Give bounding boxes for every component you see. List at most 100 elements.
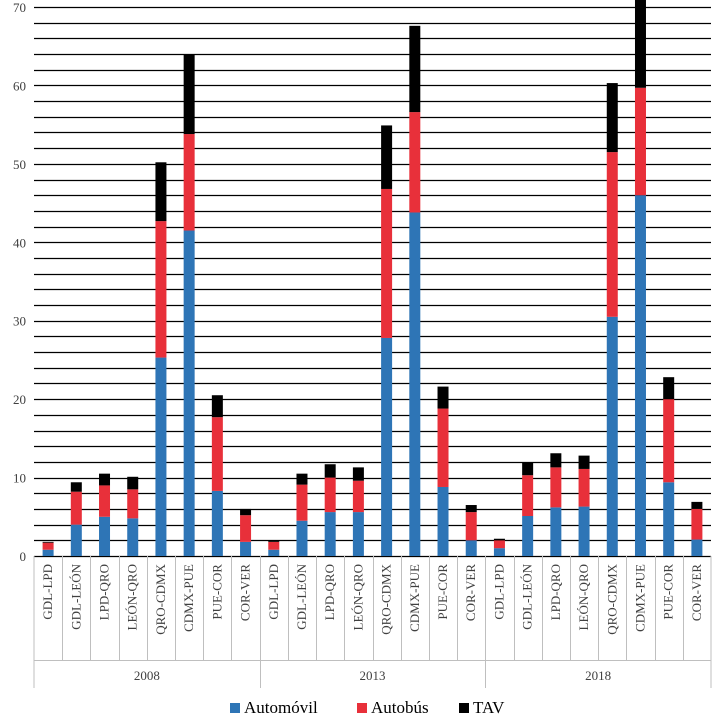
bar-segment-tav — [127, 476, 139, 490]
bar-segment-tav — [296, 473, 308, 485]
x-category-label: PUE-COR — [661, 564, 676, 620]
x-category-label: LEÓN-QRO — [576, 564, 591, 630]
bar-segment-tav — [240, 508, 252, 516]
bar-segment-tav — [352, 467, 364, 481]
bar-segment-tav — [437, 386, 449, 409]
x-group-label: 2008 — [134, 668, 160, 683]
bar-segment-automóvil — [240, 541, 252, 556]
bar-segment-autobús — [522, 475, 534, 517]
bar-segment-autobús — [381, 188, 393, 338]
bar-segment-automóvil — [550, 507, 562, 556]
bar-segment-tav — [381, 125, 393, 189]
bar-segment-automóvil — [437, 486, 449, 556]
bar-segment-tav — [465, 505, 477, 513]
bar-segment-tav — [493, 538, 505, 541]
bar-segment-automóvil — [99, 516, 111, 556]
bar-segment-autobús — [465, 512, 477, 541]
y-tick-label: 40 — [13, 235, 26, 250]
bar-segment-automóvil — [522, 516, 534, 556]
bar-segment-autobús — [663, 399, 675, 483]
x-group-label: 2013 — [360, 668, 386, 683]
bar-segment-automóvil — [183, 230, 195, 556]
bar-segment-autobús — [296, 484, 308, 521]
y-tick-label: 0 — [20, 549, 27, 564]
bar-segment-automóvil — [268, 549, 280, 556]
x-category-label: PUE-COR — [209, 564, 224, 620]
bar-segment-tav — [183, 54, 195, 135]
bar-segment-tav — [155, 162, 167, 222]
bar-segment-automóvil — [465, 540, 477, 556]
x-category-label: COR-VER — [463, 564, 478, 621]
bar-segment-autobús — [127, 489, 139, 519]
bar-segment-autobús — [606, 152, 618, 317]
bar-segment-automóvil — [606, 316, 618, 556]
y-tick-label: 70 — [13, 0, 26, 15]
bar-segment-tav — [550, 453, 562, 468]
bar-segment-automóvil — [70, 524, 82, 556]
bar-segment-autobús — [211, 417, 223, 491]
x-category-label: QRO-CDMX — [379, 563, 394, 634]
bar-segment-tav — [70, 482, 82, 492]
x-category-label: COR-VER — [238, 564, 253, 621]
bar-segment-autobús — [70, 491, 82, 525]
legend-swatch — [459, 703, 469, 713]
legend-swatch — [230, 703, 240, 713]
bar-segment-tav — [99, 473, 111, 486]
bar-segment-tav — [634, 0, 646, 88]
bar-segment-automóvil — [296, 520, 308, 556]
y-tick-label: 50 — [13, 157, 26, 172]
bar-segment-automóvil — [324, 512, 336, 556]
x-category-label: GDL-LEÓN — [294, 563, 309, 629]
x-category-label: QRO-CDMX — [604, 563, 619, 634]
x-category-label: LEÓN-QRO — [350, 564, 365, 630]
bar-segment-tav — [211, 395, 223, 418]
x-category-label: GDL-LPD — [491, 564, 506, 620]
bar-segment-automóvil — [493, 548, 505, 556]
legend-swatch — [357, 703, 367, 713]
bar-segment-automóvil — [211, 490, 223, 556]
x-category-label: LEÓN-QRO — [125, 564, 140, 630]
y-tick-label: 30 — [13, 314, 26, 329]
x-category-label: LPD-QRO — [548, 564, 563, 620]
bar-segment-tav — [578, 455, 590, 469]
bar-segment-automóvil — [127, 518, 139, 556]
bar-segment-automóvil — [634, 195, 646, 556]
bar-segment-tav — [691, 501, 703, 509]
bar-segment-autobús — [437, 408, 449, 487]
bar-segment-automóvil — [381, 337, 393, 556]
bar-segment-automóvil — [42, 549, 54, 556]
y-tick-label: 60 — [13, 78, 26, 93]
bar-segment-autobús — [183, 134, 195, 231]
bar-segment-tav — [409, 25, 421, 113]
bar-segment-automóvil — [691, 539, 703, 556]
bar-segment-autobús — [409, 112, 421, 213]
bar-segment-automóvil — [578, 506, 590, 556]
bar-segment-autobús — [268, 541, 280, 550]
bar-segment-autobús — [550, 467, 562, 508]
x-category-label: GDL-LEÓN — [68, 563, 83, 629]
bar-segment-tav — [268, 540, 280, 542]
x-category-label: GDL-LPD — [266, 564, 281, 620]
bar-segment-autobús — [240, 515, 252, 542]
x-category-label: LPD-QRO — [97, 564, 112, 620]
legend-label: Automóvil — [244, 698, 318, 717]
bar-segment-tav — [42, 541, 54, 543]
x-group-label: 2018 — [585, 668, 611, 683]
x-category-label: CDMX-PUE — [632, 564, 647, 632]
bar-segment-autobús — [42, 542, 54, 550]
y-tick-label: 10 — [13, 471, 26, 486]
bar-segment-autobús — [324, 477, 336, 513]
bar-segment-autobús — [578, 468, 590, 507]
bar-segment-automóvil — [663, 482, 675, 556]
x-category-label: CDMX-PUE — [407, 564, 422, 632]
x-category-label: GDL-LEÓN — [520, 563, 535, 629]
x-category-label: PUE-COR — [435, 564, 450, 620]
bar-segment-automóvil — [155, 357, 167, 556]
bar-segment-automóvil — [352, 512, 364, 556]
bar-segment-autobús — [493, 540, 505, 549]
x-category-label: QRO-CDMX — [153, 563, 168, 634]
bar-segment-automóvil — [409, 212, 421, 557]
x-category-label: GDL-LPD — [40, 564, 55, 620]
x-category-label: COR-VER — [689, 564, 704, 621]
